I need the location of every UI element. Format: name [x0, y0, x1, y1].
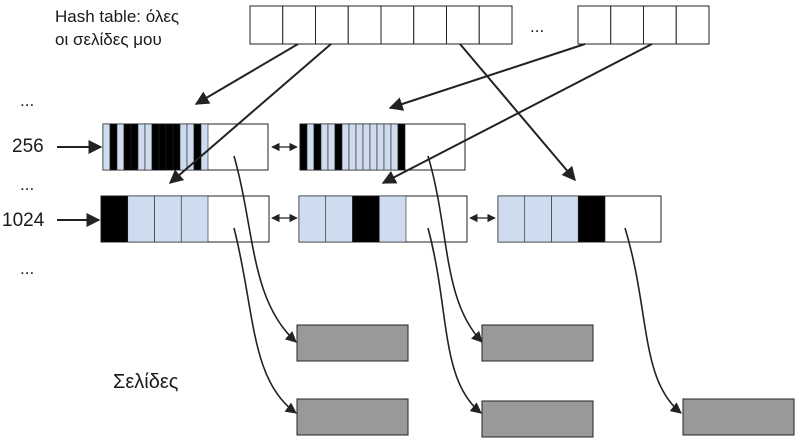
- free-slot: [390, 123, 399, 171]
- used-slot: [397, 123, 406, 171]
- page-block-1: [296, 324, 409, 362]
- free-slot: [355, 123, 364, 171]
- used-slot: [123, 123, 132, 171]
- hash-table-cell: [610, 5, 644, 45]
- hash-table-cell: [282, 5, 316, 45]
- free-slot: [378, 195, 407, 243]
- hash-table-cell: [413, 5, 447, 45]
- free-slot: [383, 123, 392, 171]
- page-arrow-2: [233, 227, 297, 414]
- used-slot: [100, 195, 129, 243]
- hash-table-cell: [675, 5, 710, 45]
- free-slot: [102, 123, 111, 171]
- hash-table-cell: [347, 5, 382, 45]
- hash-table-ellipsis: ...: [530, 17, 544, 36]
- chunk-256-1: [102, 123, 269, 171]
- hash-table-cell: [643, 5, 677, 45]
- chunk-1024-3: [497, 195, 662, 243]
- page-block-4: [481, 400, 594, 438]
- ellipsis-bottom: ...: [20, 259, 34, 278]
- free-slot: [497, 195, 526, 243]
- used-slot: [334, 123, 343, 171]
- free-slot: [320, 123, 329, 171]
- hash-arrow-2: [168, 43, 332, 184]
- free-slot: [341, 123, 350, 171]
- title-line-2: οι σελίδες μου: [55, 30, 162, 49]
- free-slot: [306, 123, 315, 171]
- hash-table-cell: [249, 5, 284, 45]
- size-label-1024: 1024: [2, 210, 45, 231]
- free-slot: [298, 195, 327, 243]
- hash-table-right-cells: [577, 5, 710, 45]
- used-slot: [151, 123, 160, 171]
- hash-arrow-1: [194, 43, 299, 105]
- hash-table-cell: [446, 5, 480, 45]
- free-slot: [116, 123, 125, 171]
- used-slot: [313, 123, 322, 171]
- page-arrow-3: [427, 155, 483, 343]
- free-slot: [200, 123, 209, 171]
- size-label-256: 256: [12, 136, 44, 157]
- free-slot: [127, 195, 155, 243]
- free-slot: [376, 123, 385, 171]
- used-slot: [299, 123, 308, 171]
- title-line-1: Hash table: όλες: [55, 7, 179, 26]
- used-slot: [158, 123, 167, 171]
- used-slot: [352, 195, 380, 243]
- hash-arrow-4: [388, 43, 586, 111]
- free-slot: [369, 123, 378, 171]
- free-slot: [327, 123, 336, 171]
- free-slot: [524, 195, 552, 243]
- hash-table-cell: [577, 5, 612, 45]
- hash-arrow-5: [381, 43, 653, 184]
- free-slot: [144, 123, 153, 171]
- hash-table-cell: [315, 5, 349, 45]
- used-slot: [165, 123, 174, 171]
- free-slot: [325, 195, 353, 243]
- free-slot: [348, 123, 357, 171]
- page-block-3: [296, 398, 409, 436]
- used-slot: [193, 123, 202, 171]
- hash-table-left-cells: [249, 5, 513, 45]
- free-slot: [154, 195, 182, 243]
- ellipsis-top: ...: [20, 91, 34, 110]
- page-block-2: [481, 324, 594, 362]
- page-arrow-1: [233, 155, 297, 343]
- free-slot: [551, 195, 579, 243]
- used-slot: [130, 123, 139, 171]
- free-slot: [179, 123, 188, 171]
- free-slot: [137, 123, 146, 171]
- page-arrow-4: [427, 227, 482, 414]
- page-block-5: [682, 398, 795, 436]
- used-slot: [109, 123, 118, 171]
- free-slot: [180, 195, 209, 243]
- ellipsis-middle: ...: [20, 175, 34, 194]
- page-arrow-5: [624, 227, 682, 414]
- hash-arrow-3: [459, 43, 576, 182]
- chunk-rows: [100, 123, 662, 243]
- pages-label: Σελίδες: [113, 371, 179, 393]
- chunk-1024-1: [100, 195, 270, 243]
- free-slot: [362, 123, 371, 171]
- chunk-256-2: [299, 123, 466, 171]
- used-slot: [172, 123, 181, 171]
- used-slot: [577, 195, 606, 243]
- hash-table-cell: [380, 5, 415, 45]
- hash-table-cell: [478, 5, 513, 45]
